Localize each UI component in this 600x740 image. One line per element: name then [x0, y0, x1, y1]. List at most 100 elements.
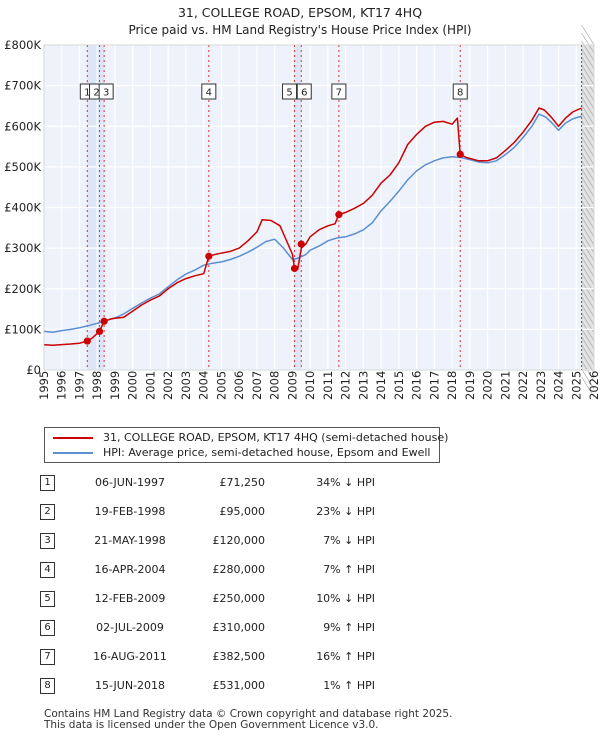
sale-price: £382,500 [212, 650, 266, 663]
sale-point [290, 264, 299, 273]
sale-point [335, 211, 343, 219]
x-tick-label: 2011 [321, 371, 335, 400]
x-tick-label: 2002 [161, 371, 175, 400]
x-tick-label: 2005 [214, 371, 228, 400]
forecast-hatch [581, 160, 595, 182]
sale-row: 5 12-FEB-2009 £250,000 10% ↓ HPI [40, 584, 375, 613]
series-line-hpi [43, 113, 582, 333]
sale-row: 8 15-JUN-2018 £531,000 1% ↑ HPI [40, 671, 375, 700]
sale-number-cell: 1 [40, 468, 80, 497]
sale-price: £95,000 [219, 505, 266, 518]
x-tick-label: 2013 [356, 371, 370, 400]
forecast-hatch [581, 376, 595, 398]
sale-label-box [331, 83, 347, 100]
sale-point [297, 240, 305, 248]
forecast-hatch [581, 328, 595, 350]
sale-label-box [296, 83, 312, 100]
x-tick-label: 2025 [569, 371, 583, 400]
forecast-hatch [581, 152, 595, 174]
sale-label-text: 4 [206, 88, 212, 99]
forecast-hatch [581, 264, 595, 286]
sale-hpi-diff: 10% ↓ HPI [316, 592, 375, 605]
forecast-hatch [581, 224, 595, 246]
chart-legend: 31, COLLEGE ROAD, EPSOM, KT17 4HQ (semi-… [44, 427, 448, 463]
sale-number-cell: 4 [40, 555, 80, 584]
plot-area: 1 2 3 4 5 6 7 8 £0 £100K £200K £300K £400K £500K £600K… [4, 24, 600, 400]
sale-label-box [201, 83, 217, 100]
sale-label-text: 7 [336, 88, 342, 99]
forecast-hatch [581, 128, 595, 150]
sale-hpi-diff: 7% ↑ HPI [323, 563, 375, 576]
x-tick-label: 2026 [587, 371, 600, 400]
forecast-hatch [581, 176, 595, 198]
forecast-hatch [581, 24, 595, 46]
sale-number-badge: 5 [40, 590, 55, 607]
sale-hpi-diff: 23% ↓ HPI [316, 505, 375, 518]
sale-row: 4 16-APR-2004 £280,000 7% ↑ HPI [40, 555, 375, 584]
sale-price: £531,000 [212, 679, 266, 692]
sale-point [456, 150, 464, 158]
x-tick-label: 2024 [552, 371, 566, 400]
sale-number-cell: 7 [40, 642, 80, 671]
sale-date: 15-JUN-2018 [94, 679, 166, 692]
y-tick-label: £100K [4, 322, 41, 336]
x-tick-label: 2000 [126, 371, 140, 400]
sale-date: 19-FEB-1998 [94, 505, 166, 518]
x-tick-label: 2012 [339, 371, 353, 400]
sale-price: £120,000 [212, 534, 266, 547]
x-tick-label: 2023 [534, 371, 548, 400]
forecast-hatch [581, 360, 595, 382]
sale-point [205, 252, 213, 260]
series-line-property [43, 107, 582, 346]
forecast-hatch [581, 248, 595, 270]
forecast-hatch [581, 144, 595, 166]
y-tick-label: £600K [4, 119, 41, 133]
sale-label-text: 5 [286, 88, 292, 99]
x-tick-label: 2014 [374, 371, 388, 400]
sale-hpi-diff: 9% ↑ HPI [323, 621, 375, 634]
sale-price: £250,000 [212, 592, 266, 605]
legend-label-property: 31, COLLEGE ROAD, EPSOM, KT17 4HQ (semi-… [103, 431, 449, 444]
forecast-hatch [581, 232, 595, 254]
forecast-hatch [581, 208, 595, 230]
sales-table: 1 06-JUN-1997 £71,250 34% ↓ HPI 2 19-FEB-1998… [40, 468, 375, 700]
price-chart: 31, COLLEGE ROAD, EPSOM, KT17 4HQ Price … [4, 5, 600, 400]
sale-row: 3 21-MAY-1998 £120,000 7% ↓ HPI [40, 526, 375, 555]
x-tick-label: 2021 [498, 371, 512, 400]
forecast-hatch [581, 296, 595, 318]
forecast-hatch [581, 56, 595, 78]
forecast-hatch [581, 184, 595, 206]
x-tick-label: 2007 [250, 371, 264, 400]
x-tick-label: 2015 [392, 371, 406, 400]
forecast-hatch [581, 32, 595, 54]
legend-swatch-property [53, 437, 93, 439]
sale-number-badge: 3 [40, 532, 55, 549]
legend-swatch-hpi [53, 452, 93, 454]
forecast-hatch [581, 368, 595, 390]
sale-date: 12-FEB-2009 [94, 592, 166, 605]
x-tick-label: 2016 [410, 371, 424, 400]
y-tick-label: £800K [4, 38, 41, 52]
chart-title: 31, COLLEGE ROAD, EPSOM, KT17 4HQ [178, 5, 422, 20]
x-tick-label: 1996 [55, 371, 69, 400]
forecast-hatch [581, 72, 595, 94]
sale-number-badge: 8 [40, 677, 55, 694]
y-tick-label: £700K [4, 79, 41, 93]
x-tick-label: 2018 [445, 371, 459, 400]
sale-row: 6 02-JUL-2009 £310,000 9% ↑ HPI [40, 613, 375, 642]
forecast-hatch [581, 96, 595, 118]
sale-number-cell: 8 [40, 671, 80, 700]
x-tick-label: 2010 [303, 371, 317, 400]
sale-number-badge: 2 [40, 503, 55, 520]
x-tick-label: 1999 [108, 371, 122, 400]
sale-price: £310,000 [212, 621, 266, 634]
x-tick-label: 1997 [72, 371, 86, 400]
sale-hpi-diff: 1% ↑ HPI [323, 679, 375, 692]
sale-row: 2 19-FEB-1998 £95,000 23% ↓ HPI [40, 497, 375, 526]
forecast-hatch [581, 280, 595, 302]
y-tick-label: £0 [26, 363, 41, 377]
x-tick-label: 2006 [232, 371, 246, 400]
forecast-hatch [581, 336, 595, 358]
forecast-hatch [581, 112, 595, 134]
forecast-hatch [581, 120, 595, 142]
